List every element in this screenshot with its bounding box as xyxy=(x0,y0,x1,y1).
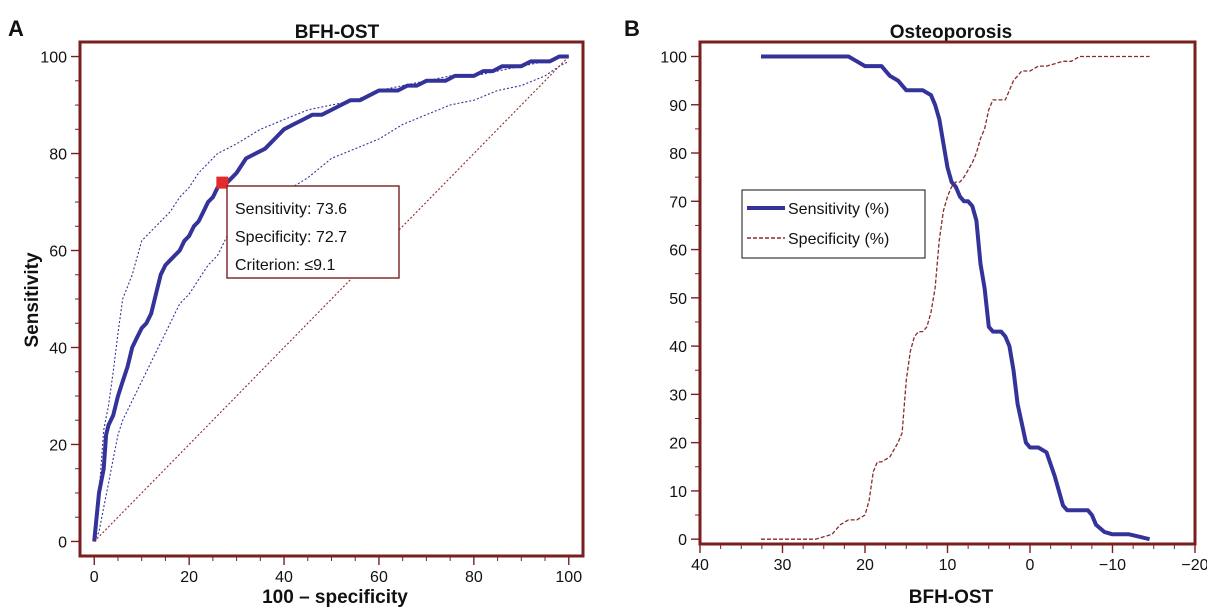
x-tick-label: 80 xyxy=(465,569,483,586)
chart-title-b: Osteoporosis xyxy=(890,22,1012,43)
x-tick-label: 10 xyxy=(939,557,957,574)
y-tick-label: 80 xyxy=(49,147,67,164)
x-axis-label-a: 100 – specificity xyxy=(262,587,408,608)
x-tick-label: 0 xyxy=(1026,557,1035,574)
legend-label-specificity: Specificity (%) xyxy=(788,231,889,248)
x-tick-label: 30 xyxy=(774,557,792,574)
y-tick-label: 90 xyxy=(669,98,687,115)
legend-box xyxy=(741,189,926,259)
y-tick-label: 30 xyxy=(669,387,687,404)
y-tick-label: 20 xyxy=(49,437,67,454)
panel-b: B Osteoporosis 40 30 20 10 0 −10 −200102030405… xyxy=(624,16,1207,608)
legend-label-sensitivity: Sensitivity (%) xyxy=(788,201,889,218)
chart-title-a: BFH-OST xyxy=(295,22,380,43)
x-tick-label: 40 xyxy=(691,557,709,574)
x-tick-label: 20 xyxy=(856,557,874,574)
series-ci-upper-line xyxy=(93,55,569,542)
annotation-sensitivity: Sensitivity: 73.6 xyxy=(235,201,347,218)
y-tick-label: 0 xyxy=(58,534,67,551)
x-tick-label: −10 xyxy=(1099,557,1126,574)
y-tick-label: 80 xyxy=(669,146,687,163)
y-tick-label: 0 xyxy=(678,532,687,549)
y-tick-label: 100 xyxy=(40,50,67,67)
y-tick-label: 100 xyxy=(660,49,687,66)
y-tick-label: 40 xyxy=(49,340,67,357)
panel-letter-b: B xyxy=(624,16,640,41)
panel-a: A BFH-OST 0 20 40 60 80 100 0 20 40 60 80 100 100 –… xyxy=(8,16,585,608)
series-reference-diagonal-line xyxy=(93,56,570,542)
legend-b: Sensitivity (%) Specificity (%) xyxy=(741,189,926,259)
series-sensitivity-line xyxy=(761,54,1151,542)
y-tick-label: 20 xyxy=(669,436,687,453)
criterion-annotation: Sensitivity: 73.6 Specificity: 72.7 Crit… xyxy=(226,185,400,279)
y-tick-label: 60 xyxy=(49,244,67,261)
y-axis-label-a: Sensitivity xyxy=(22,252,43,347)
x-tick-label: 100 xyxy=(555,569,582,586)
annotation-criterion: Criterion: ≤9.1 xyxy=(235,257,335,274)
optimal-cutoff-marker xyxy=(216,176,229,189)
annotation-box xyxy=(226,185,400,279)
y-tick-label: 60 xyxy=(669,243,687,260)
x-tick-label: 40 xyxy=(275,569,293,586)
x-tick-label: 60 xyxy=(370,569,388,586)
y-tick-label: 40 xyxy=(669,339,687,356)
panel-letter-a: A xyxy=(8,16,24,41)
plot-frame xyxy=(698,40,1197,546)
series-specificity-line xyxy=(761,55,1150,540)
x-tick-label: 20 xyxy=(180,569,198,586)
annotation-specificity: Specificity: 72.7 xyxy=(235,229,347,246)
y-tick-label: 10 xyxy=(669,484,687,501)
plot-area-a: 0 20 40 60 80 100 0 20 40 60 80 100 xyxy=(40,40,585,586)
y-tick-label: 70 xyxy=(669,194,687,211)
y-tick-label: 50 xyxy=(669,291,687,308)
series-ci-lower-line xyxy=(93,60,570,542)
x-tick-label: −20 xyxy=(1181,557,1207,574)
x-axis-label-b: BFH-OST xyxy=(909,587,994,608)
x-tick-label: 0 xyxy=(90,569,99,586)
